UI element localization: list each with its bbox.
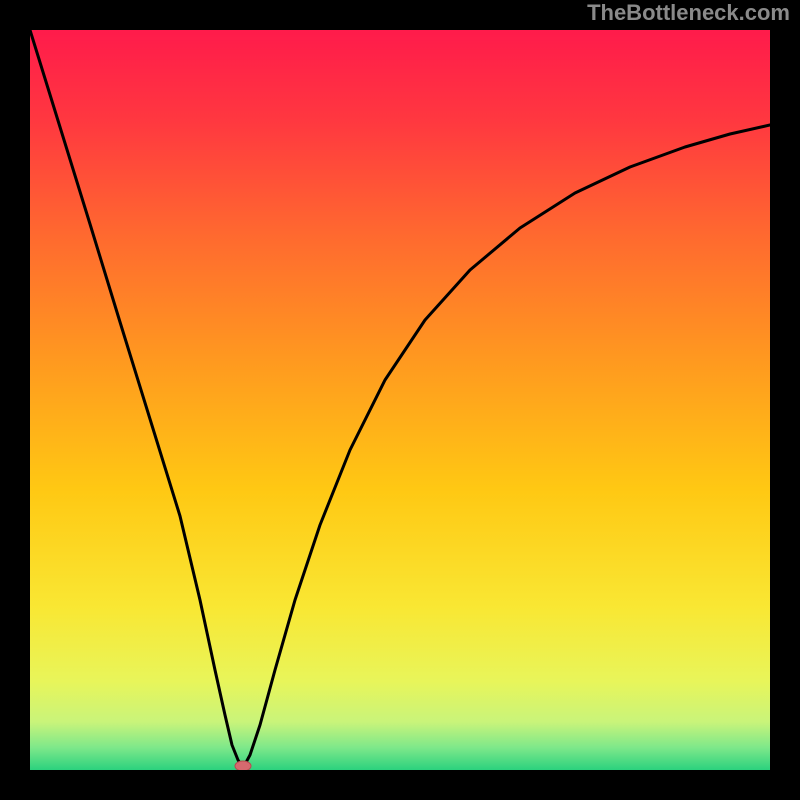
gradient-background: [30, 30, 770, 770]
chart-container: TheBottleneck.com: [0, 0, 800, 800]
plot-svg: [30, 30, 770, 770]
watermark-text: TheBottleneck.com: [587, 0, 790, 26]
minimum-marker: [235, 761, 251, 770]
